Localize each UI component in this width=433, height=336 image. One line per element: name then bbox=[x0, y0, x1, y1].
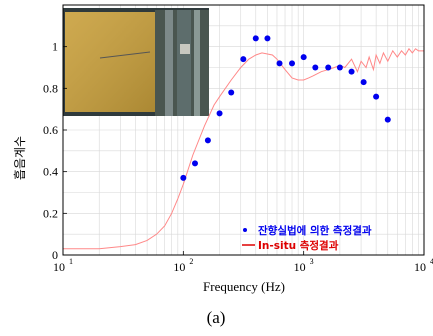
data-point bbox=[264, 35, 271, 42]
data-point bbox=[289, 60, 296, 67]
data-point bbox=[216, 110, 223, 117]
y-tick-label: 0 bbox=[52, 248, 58, 262]
data-point bbox=[240, 56, 247, 63]
y-tick-label: 1 bbox=[52, 40, 58, 54]
data-point bbox=[336, 64, 343, 71]
in-situ-line-series bbox=[63, 47, 424, 250]
data-point bbox=[348, 68, 355, 75]
legend: 잔향실법에 의한 측정결과 In-situ 측정결과 bbox=[242, 224, 372, 252]
y-tick-label: 0.6 bbox=[43, 123, 58, 137]
legend-marker-points bbox=[243, 228, 247, 232]
axis-ticks: 0 0.2 0.4 0.6 0.8 1 10 1 10 2 10 3 10 4 bbox=[43, 40, 433, 274]
data-point bbox=[325, 64, 332, 71]
reverberation-points-series bbox=[180, 35, 391, 181]
x-tick-label: 10 bbox=[53, 260, 65, 274]
x-tick-label: 10 bbox=[294, 260, 306, 274]
legend-label-line: In-situ 측정결과 bbox=[258, 239, 339, 252]
y-tick-label: 0.2 bbox=[43, 206, 58, 220]
data-point bbox=[312, 64, 319, 71]
x-tick-label-exponent: 1 bbox=[69, 257, 73, 266]
data-point bbox=[180, 174, 187, 181]
legend-label-points: 잔향실법에 의한 측정결과 bbox=[258, 224, 372, 237]
x-tick-label-exponent: 4 bbox=[430, 257, 433, 266]
y-tick-label: 0.4 bbox=[43, 165, 58, 179]
data-point bbox=[360, 79, 367, 86]
x-tick-label-exponent: 2 bbox=[189, 257, 193, 266]
data-point bbox=[191, 160, 198, 167]
x-tick-label: 10 bbox=[414, 260, 426, 274]
data-point bbox=[384, 116, 391, 123]
y-axis-label: 흡음계수 bbox=[13, 136, 27, 180]
data-point bbox=[300, 54, 307, 61]
data-point bbox=[373, 93, 380, 100]
x-tick-label: 10 bbox=[173, 260, 185, 274]
in-situ-line bbox=[63, 47, 424, 250]
data-point bbox=[204, 137, 211, 144]
photo-inset bbox=[63, 8, 209, 116]
data-point bbox=[228, 89, 235, 96]
y-tick-label: 0.8 bbox=[43, 81, 58, 95]
data-point bbox=[252, 35, 259, 42]
data-point bbox=[276, 60, 283, 67]
x-axis-label: Frequency (Hz) bbox=[203, 279, 285, 294]
x-tick-label-exponent: 3 bbox=[310, 257, 314, 266]
figure-caption: (a) bbox=[207, 308, 226, 327]
